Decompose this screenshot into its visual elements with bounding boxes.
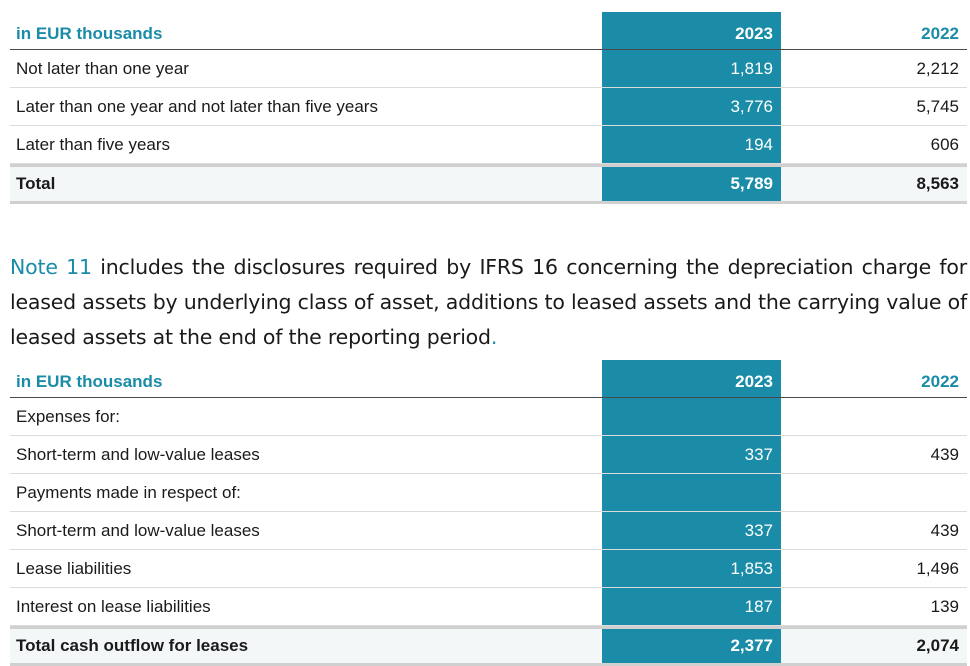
value-2022: 139 [930,597,959,616]
total-label: Total cash outflow for leases [16,636,249,655]
column-header-label: in EUR thousands [16,24,163,43]
row-label: Not later than one year [16,59,189,78]
table-row: Payments made in respect of: [10,474,967,512]
value-2022 [801,474,967,511]
row-label: Later than five years [16,135,171,154]
table-header-row: in EUR thousands 2023 2022 [10,12,967,50]
table-row: Lease liabilities 1,853 1,496 [10,550,967,588]
total-2023: 5,789 [602,167,781,201]
value-2023 [602,398,781,435]
row-label: Later than one year and not later than f… [16,97,378,116]
total-label: Total [16,174,56,193]
table-row: Later than five years 194 606 [10,126,967,164]
column-header-2022: 2022 [921,372,959,391]
value-2022: 2,212 [916,59,959,78]
row-label: Interest on lease liabilities [16,597,211,616]
table-row: Interest on lease liabilities 187 139 [10,588,967,626]
note-link[interactable]: Note 11 [10,254,92,279]
row-label: Short-term and low-value leases [16,521,260,540]
lease-maturity-table: in EUR thousands 2023 2022 Not later tha… [10,12,967,204]
value-2023: 194 [602,126,781,163]
table-row: Not later than one year 1,819 2,212 [10,50,967,88]
value-2023: 1,853 [602,550,781,587]
row-label: Expenses for: [16,407,120,426]
total-2022: 8,563 [916,174,959,193]
value-2023: 187 [602,588,781,625]
value-2022: 439 [930,445,959,464]
value-2022 [801,398,967,435]
column-header-2023: 2023 [602,12,781,49]
column-header-2023: 2023 [602,360,781,397]
note-text: includes the disclosures required by IFR… [10,254,967,349]
note-end: . [490,324,498,349]
value-2022: 1,496 [916,559,959,578]
row-label: Lease liabilities [16,559,132,578]
row-label: Short-term and low-value leases [16,445,260,464]
value-2022: 5,745 [916,97,959,116]
table-row: Short-term and low-value leases 337 439 [10,436,967,474]
table-total-row: Total cash outflow for leases 2,377 2,07… [10,626,967,666]
total-2023: 2,377 [602,629,781,663]
table-header-row: in EUR thousands 2023 2022 [10,360,967,398]
value-2022: 606 [930,135,959,154]
total-2022: 2,074 [916,636,959,655]
column-header-label: in EUR thousands [16,372,163,391]
note-paragraph: Note 11 includes the disclosures require… [10,250,967,355]
table-row: Short-term and low-value leases 337 439 [10,512,967,550]
value-2023: 337 [602,512,781,549]
table-total-row: Total 5,789 8,563 [10,164,967,204]
lease-cash-outflow-table: in EUR thousands 2023 2022 Expenses for:… [10,360,967,666]
value-2022: 439 [930,521,959,540]
value-2023 [602,474,781,511]
value-2023: 3,776 [602,88,781,125]
value-2023: 1,819 [602,50,781,87]
row-label: Payments made in respect of: [16,483,241,502]
value-2023: 337 [602,436,781,473]
table-row: Expenses for: [10,398,967,436]
column-header-2022: 2022 [921,24,959,43]
table-row: Later than one year and not later than f… [10,88,967,126]
